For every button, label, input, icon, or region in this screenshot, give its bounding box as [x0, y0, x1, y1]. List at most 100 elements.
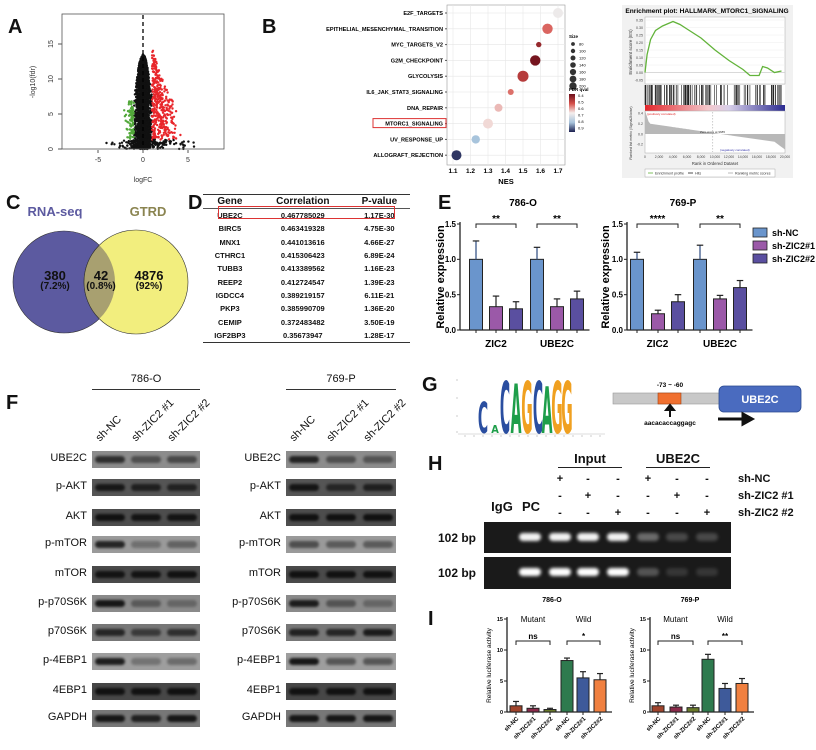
- volcano-point: [142, 54, 145, 57]
- volcano-point: [152, 132, 155, 136]
- binding-sequence: aacacaccaggagc: [644, 420, 696, 427]
- volcano-point: [120, 141, 124, 144]
- protein-band: [131, 628, 161, 636]
- volcano-point: [182, 140, 185, 143]
- volcano-point: [151, 83, 154, 86]
- blot-strip: [92, 652, 200, 670]
- protein-band: [289, 628, 319, 636]
- p-value-cell: 1.17E-30: [364, 211, 395, 221]
- volcano-point: [151, 88, 154, 91]
- volcano-point: [173, 127, 177, 130]
- positive-annotation: (positively correlated): [647, 112, 676, 116]
- es-axis-label: Enrichment score (ES): [628, 29, 633, 75]
- protein-band: [167, 657, 197, 665]
- category-label: UBE2C: [540, 339, 574, 350]
- protein-band: [363, 540, 393, 548]
- blot-strip: [92, 682, 200, 700]
- volcano-point: [144, 112, 147, 115]
- legend-label: sh-ZIC2#1: [772, 241, 815, 251]
- volcano-point: [128, 118, 132, 122]
- p-value-cell: 4.66E-27: [364, 237, 395, 247]
- volcano-point: [138, 94, 141, 97]
- es-tick-label: 0.25: [636, 33, 643, 37]
- gel-band: [696, 568, 718, 576]
- size-legend-label: 80: [579, 42, 584, 47]
- protein-band: [363, 483, 393, 491]
- volcano-point: [161, 135, 164, 138]
- volcano-point: [168, 99, 171, 102]
- protein-band: [95, 714, 125, 722]
- volcano-point: [182, 146, 185, 149]
- protein-label: p-p70S6K: [232, 596, 281, 608]
- bar: [686, 707, 700, 713]
- cell-line-title: 786-O: [130, 373, 162, 385]
- volcano-point: [132, 130, 136, 133]
- volcano-point: [164, 104, 167, 107]
- significance-bracket: [699, 223, 741, 228]
- color-legend-tick: 0.6: [578, 106, 584, 111]
- protein-band: [131, 714, 161, 722]
- motif-letter: A: [511, 371, 522, 450]
- protein-band: [167, 513, 197, 521]
- volcano-point: [140, 140, 143, 143]
- size-legend-dot: [570, 62, 576, 68]
- blot-strip: [92, 565, 200, 583]
- x-tick-label: -5: [95, 157, 101, 164]
- volcano-point: [136, 125, 139, 129]
- volcano-point: [113, 143, 116, 146]
- motif-letter: A: [491, 425, 499, 436]
- bar: [576, 677, 590, 713]
- protein-band: [326, 570, 356, 578]
- condition-mark: -: [646, 507, 650, 519]
- protein-band: [289, 483, 319, 491]
- blot-strip: [286, 450, 396, 468]
- correlation-cell: 0.441013616: [280, 237, 325, 247]
- correlation-cell: 0.463419328: [280, 224, 325, 234]
- volcano-point: [171, 103, 174, 106]
- volcano-point: [159, 83, 162, 87]
- significance-bracket: [515, 640, 551, 645]
- table-row: IGF2BP3 0.35673947 1.28E-17: [203, 329, 410, 343]
- volcano-point: [136, 114, 139, 118]
- protein-label: p-p70S6K: [38, 596, 87, 608]
- volcano-point: [145, 132, 148, 136]
- volcano-point: [170, 111, 173, 115]
- protein-band: [131, 483, 161, 491]
- pathway-dot: [536, 41, 542, 48]
- volcano-point: [129, 143, 132, 146]
- y-tick-label: 15: [497, 617, 503, 623]
- category-label: UBE2C: [703, 339, 737, 350]
- es-tick-label: 0.20: [636, 41, 643, 45]
- volcano-point: [139, 137, 143, 140]
- volcano-point: [161, 146, 165, 149]
- volcano-point: [131, 112, 134, 115]
- volcano-point: [164, 140, 168, 144]
- legend-label: sh-NC: [772, 228, 799, 238]
- volcano-point: [156, 117, 159, 120]
- legend-label: Hits: [695, 172, 701, 176]
- volcano-point: [133, 122, 136, 126]
- volcano-point: [166, 113, 169, 116]
- volcano-point: [134, 95, 138, 99]
- condition-label: sh-ZIC2 #2: [738, 507, 794, 519]
- protein-label: GAPDH: [47, 711, 87, 723]
- volcano-point: [139, 61, 142, 64]
- volcano-point: [151, 101, 154, 104]
- volcano-point: [172, 138, 175, 142]
- bar: [713, 298, 727, 331]
- volcano-point: [132, 109, 135, 112]
- volcano-point: [145, 99, 148, 102]
- volcano-point: [155, 108, 158, 112]
- bar: [509, 308, 523, 331]
- pathway-label: E2F_TARGETS: [403, 11, 443, 17]
- ube2c-group-label: UBE2C: [655, 451, 701, 466]
- volcano-point: [105, 141, 108, 145]
- volcano-point: [149, 140, 152, 143]
- gsea-title: Enrichment plot: HALLMARK_MTORC1_SIGNALI…: [625, 8, 788, 15]
- y-axis-label: Relative luciferase activity: [629, 627, 636, 703]
- volcano-point: [154, 122, 157, 125]
- x-tick-label: 1.3: [483, 168, 492, 175]
- condition-mark: -: [558, 507, 562, 519]
- volcano-point: [162, 133, 165, 136]
